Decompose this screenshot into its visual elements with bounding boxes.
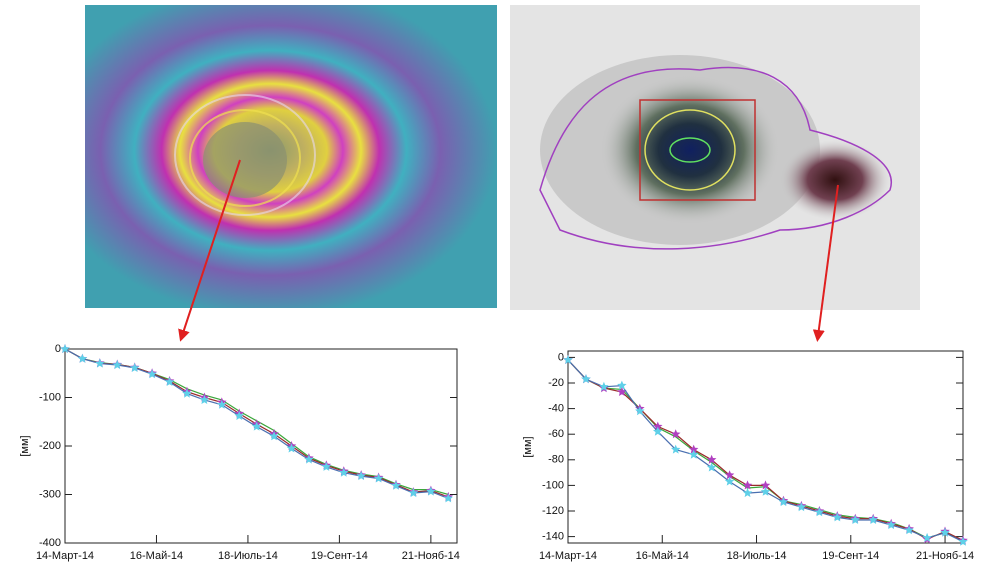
y-tick-label: -400 [39,537,61,549]
point [814,507,825,517]
y-tick-label: -60 [548,428,564,440]
point [922,532,932,542]
point [234,410,244,420]
x-tick-label: 18-Июль-14 [218,550,278,562]
point [760,486,771,496]
point [706,454,717,464]
point [742,480,753,490]
point [217,399,227,409]
y-tick-label: -140 [542,531,564,543]
point [339,467,349,477]
point [742,488,753,498]
point [724,470,735,480]
y-tick-label: 0 [558,351,564,363]
point [147,369,157,379]
point [443,493,453,503]
y-tick-label: -100 [542,479,564,491]
x-tick-label: 16-Май-14 [636,550,689,562]
point [199,394,210,404]
interferogram [85,5,497,308]
y-tick-label: -80 [548,454,564,466]
point [251,421,262,431]
point [426,486,436,496]
arrow [812,184,839,342]
point [95,358,105,368]
x-tick-label: 19-Сент-14 [311,550,368,562]
point [77,353,88,363]
point [940,527,950,537]
point [269,431,279,441]
y-tick-label: -120 [542,505,564,517]
x-tick-label: 19-Сент-14 [822,550,879,562]
x-tick-label: 16-Май-14 [130,550,183,562]
subsidence-map [510,5,920,310]
point [356,471,366,481]
point [617,387,627,396]
y-tick-label: -300 [39,488,61,500]
y-tick-label: -40 [548,403,564,415]
y-tick-label: -20 [548,377,564,389]
y-axis-label: [мм] [19,435,31,456]
point [563,355,573,364]
point [671,444,681,454]
y-axis-label: [мм] [522,436,534,457]
point [321,461,332,471]
point [868,515,878,524]
y-tick-label: 0 [55,343,61,355]
x-tick-label: 14-Март-14 [36,550,94,562]
point [706,462,717,472]
point [112,360,122,370]
point [958,536,968,546]
plot-area [567,350,964,544]
point [635,406,645,416]
point [182,388,192,398]
point [724,476,735,486]
point [904,525,914,535]
point [581,374,591,384]
point [164,377,175,386]
point [886,520,896,530]
x-tick-label: 18-Июль-14 [727,550,787,562]
point [373,473,384,483]
y-tick-label: -100 [39,391,61,403]
point [778,497,789,507]
point [391,480,401,490]
x-tick-label: 14-Март-14 [539,550,597,562]
point [796,502,807,512]
point [129,362,140,372]
plot-area [64,348,458,544]
point [599,381,609,391]
point [304,454,314,464]
point [408,488,419,498]
x-tick-label: 21-Нояб-14 [916,550,974,562]
y-tick-label: -200 [39,440,61,452]
arrow [178,159,241,342]
point [617,380,627,390]
point [653,426,663,436]
point [60,344,70,353]
point [286,443,297,453]
x-tick-label: 21-Нояб-14 [402,550,460,562]
point [671,429,681,439]
point [760,480,771,490]
point [850,515,860,524]
point [832,512,843,522]
point [688,444,699,454]
point [688,449,699,459]
